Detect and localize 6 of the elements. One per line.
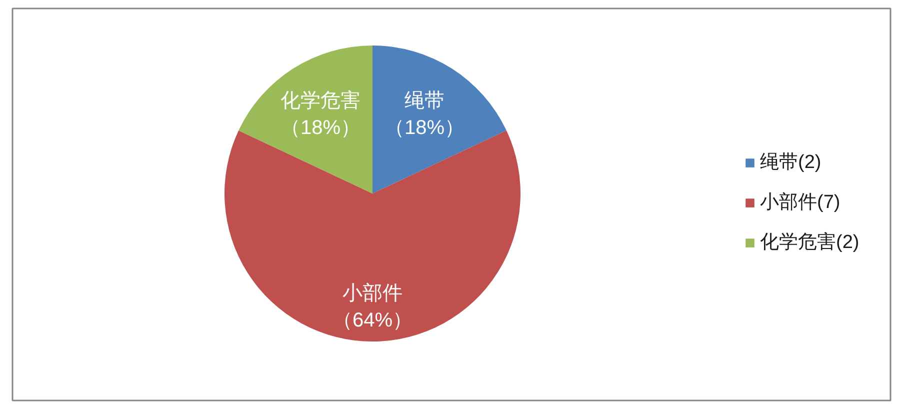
data-label: 化学危害（18%） [280, 89, 360, 140]
legend-label: 绳带(2) [760, 151, 822, 175]
legend-label: 小部件(7) [760, 191, 840, 215]
legend-label: 化学危害(2) [760, 231, 860, 255]
data-label: 小部件（64%） [332, 282, 413, 332]
data-label: 绳带（18%） [384, 90, 465, 140]
